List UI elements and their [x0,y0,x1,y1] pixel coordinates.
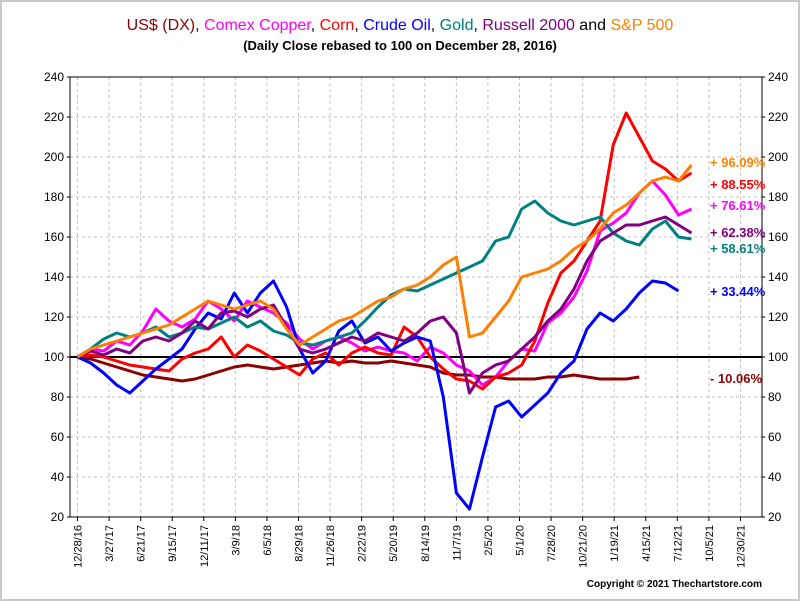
y-tick-label: 200 [44,150,64,164]
y-tick-label-right: 180 [768,190,788,204]
x-axis: 12/28/16 3/27/17 6/21/17 9/15/17 12/11/17 3/9… [73,517,747,568]
series-end-label: + 33.44% [710,284,766,299]
x-tick-label: 2/5/20 [483,525,495,556]
series-line [76,179,693,387]
y-tick-label-right: 20 [768,510,782,524]
y-axis-left: 20 40 60 80 100 120 140 160 180 200 220 240 [44,70,70,524]
title-part: and [575,17,611,34]
x-tick-label: 5/20/19 [388,525,400,562]
x-tick-label: 10/21/20 [578,525,590,568]
series-line [77,355,640,383]
y-tick-label: 20 [51,510,65,524]
copyright-text: Copyright © 2021 Thechartstore.com [587,579,762,590]
chart-title: US$ (DX), Comex Copper, Corn, Crude Oil,… [127,17,674,34]
y-tick-label: 100 [44,350,64,364]
y-tick-label-right: 220 [768,110,788,124]
title-part: , [311,17,320,34]
y-tick-label: 40 [51,470,65,484]
y-tick-label: 180 [44,190,64,204]
x-tick-label: 6/21/17 [136,525,148,562]
title-part: , [431,17,440,34]
x-tick-label: 8/29/18 [294,525,306,562]
x-tick-label: 1/19/21 [609,525,621,562]
y-tick-label-right: 140 [768,270,788,284]
title-part: Gold [440,17,474,34]
chart-subtitle: (Daily Close rebased to 100 on December … [243,38,557,53]
y-tick-label: 80 [51,390,65,404]
plot-border [69,76,763,518]
x-tick-label: 10/5/21 [704,525,716,562]
y-tick-label-right: 200 [768,150,788,164]
y-tick-label: 160 [44,230,64,244]
title-part: , [473,17,482,34]
x-tick-label: 12/30/21 [735,525,747,568]
y-tick-label-right: 60 [768,430,782,444]
y-tick-label: 140 [44,270,64,284]
x-tick-label: 12/11/17 [199,525,211,567]
y-tick-label-right: 40 [768,470,782,484]
title-part: S&P 500 [610,17,673,34]
x-tick-label: 3/27/17 [104,525,116,562]
series-group [76,111,693,511]
y-tick-label: 220 [44,110,64,124]
y-tick-label-right: 160 [768,230,788,244]
x-tick-label: 7/12/21 [672,525,684,562]
title-part: Crude Oil [363,17,431,34]
x-tick-label: 9/15/17 [167,525,179,562]
x-tick-label: 11/26/18 [325,525,337,567]
grid-lines [70,76,762,518]
title-part: Comex Copper [204,17,312,34]
title-part: US$ (DX) [127,17,195,34]
y-tick-label: 120 [44,310,64,324]
title-part: , [195,17,204,34]
x-tick-label: 12/28/16 [73,525,85,568]
x-tick-label: 6/5/18 [262,525,274,556]
series-end-label: + 62.38% [710,225,766,240]
series-end-label: - 10.06% [710,371,762,386]
y-axis-right: 20 40 60 80 100 120 140 160 180 200 220 240 [762,70,788,524]
series-end-label: + 76.61% [710,198,766,213]
series-end-label: + 88.55% [710,177,766,192]
title-part: Russell 2000 [482,17,575,34]
y-tick-label-right: 100 [768,350,788,364]
x-tick-label: 2/22/19 [357,525,369,562]
x-tick-label: 4/15/21 [641,525,653,562]
series-line [76,215,693,395]
x-tick-label: 7/28/20 [546,525,558,562]
series-end-label: + 96.09% [710,155,766,170]
y-tick-label-right: 80 [768,390,782,404]
x-tick-label: 5/1/20 [514,525,526,556]
y-tick-label: 240 [44,70,64,84]
y-tick-label: 60 [51,430,65,444]
x-tick-label: 3/9/18 [230,525,242,556]
x-tick-label: 11/7/19 [451,525,463,561]
series-line [76,279,680,511]
series-line [76,164,693,359]
series-end-label: + 58.61% [710,241,766,256]
y-tick-label-right: 240 [768,70,788,84]
title-part: , [354,17,363,34]
y-tick-label-right: 120 [768,310,788,324]
x-tick-label: 8/14/19 [420,525,432,562]
title-part: Corn [320,17,355,34]
end-labels: - 10.06% + 96.09% + 88.55% + 76.61% + 62.38%… [710,155,766,386]
